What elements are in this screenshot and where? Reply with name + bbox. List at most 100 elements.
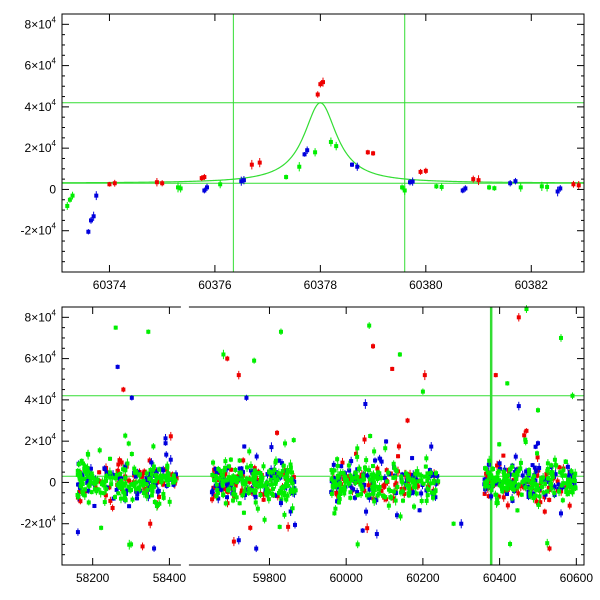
data-point-green [355,454,360,459]
data-point-green [554,463,559,468]
data-point-blue [244,395,249,400]
data-point-green [288,478,293,483]
data-point-green [541,475,546,480]
data-point-green [502,471,507,476]
data-point-green [395,485,400,490]
data-point-green [402,188,407,193]
data-point-green [492,186,497,191]
data-point-red [103,493,108,498]
data-point-green [439,184,444,189]
data-point-green [129,482,134,487]
data-point-green [524,477,529,482]
data-point-red [486,494,491,499]
data-point-green [132,470,137,475]
data-point-blue [164,452,169,457]
data-point-green [84,472,89,477]
data-point-blue [302,152,307,157]
data-point-blue [291,479,296,484]
data-point-green [357,466,362,471]
data-point-red [534,499,539,504]
data-point-green [414,491,419,496]
data-point-green [400,498,405,503]
data-point-green [335,475,340,480]
data-point-blue [273,493,278,498]
data-point-green [346,463,351,468]
data-point-red [154,180,159,185]
data-point-red [241,458,246,463]
data-point-green [368,434,373,439]
data-point-green [152,484,157,489]
data-point-red [160,181,165,186]
data-point-red [538,500,543,505]
data-point-red [476,178,481,183]
data-point-red [423,168,428,173]
data-point-blue [171,482,176,487]
data-point-red [112,181,117,186]
data-point-green [239,472,244,477]
data-point-green [160,474,165,479]
data-point-green [348,490,353,495]
data-point-green [79,481,84,486]
data-point-green [364,458,369,463]
data-point-green [231,492,236,497]
data-point-red [409,486,414,491]
data-point-green [173,478,178,483]
data-point-blue [349,459,354,464]
data-point-red [139,474,144,479]
data-point-red [223,471,228,476]
data-point-green [559,483,564,488]
data-point-green [536,487,541,492]
data-point-green [223,478,228,483]
data-point-green [102,479,107,484]
data-point-blue [460,188,465,193]
data-point-green [505,381,510,386]
data-point-green [558,470,563,475]
data-point-red [393,482,398,487]
data-point-green [370,464,375,469]
data-point-green [157,501,162,506]
data-point-red [422,373,427,378]
model-curve [61,102,585,184]
data-point-blue [225,466,230,471]
data-point-green [483,484,488,489]
data-point-blue [269,445,274,450]
data-point-green [545,461,550,466]
data-point-green [545,489,550,494]
data-point-green [563,459,568,464]
data-point-green [242,489,247,494]
data-point-green [118,496,123,501]
data-point-blue [336,478,341,483]
data-point-green [253,470,258,475]
data-point-green [313,150,318,155]
data-point-green [545,467,550,472]
data-point-blue [542,477,547,482]
data-point-green [130,497,135,502]
data-point-green [153,473,158,478]
data-point-green [87,474,92,479]
data-point-green [65,203,70,208]
data-point-red [567,503,572,508]
data-point-green [392,489,397,494]
top-xtick-label: 60374 [93,278,127,292]
data-point-red [108,498,113,503]
data-point-red [157,478,162,483]
data-point-green [432,491,437,496]
data-point-green [490,475,495,480]
data-point-green [123,468,128,473]
data-point-blue [555,189,560,194]
data-point-blue [558,186,563,191]
data-point-blue [365,473,370,478]
data-point-green [276,471,281,476]
data-point-red [415,484,420,489]
data-point-green [268,482,273,487]
data-point-red [501,453,506,458]
data-point-green [255,506,260,511]
data-point-green [386,470,391,475]
data-point-green [372,480,377,485]
top-xtick-label: 60380 [409,278,443,292]
data-point-green [252,490,257,495]
data-point-red [571,182,576,187]
data-point-green [335,457,340,462]
data-point-green [372,449,377,454]
data-point-blue [414,477,419,482]
